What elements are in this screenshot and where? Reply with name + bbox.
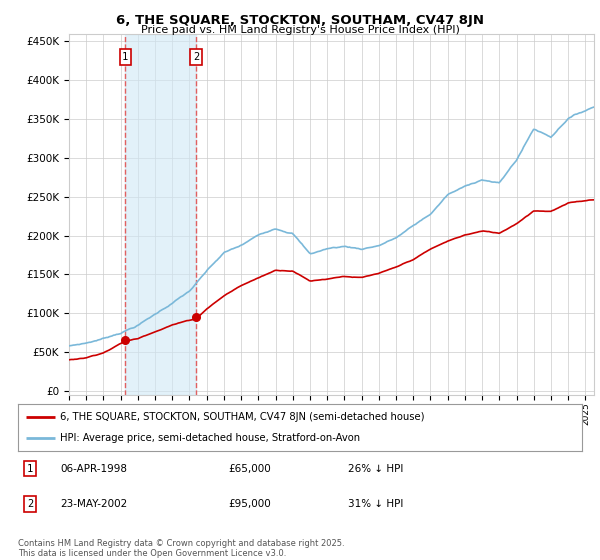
Text: 2: 2 — [27, 499, 33, 509]
Text: £65,000: £65,000 — [228, 464, 271, 474]
Text: 2: 2 — [193, 52, 199, 62]
Text: Price paid vs. HM Land Registry's House Price Index (HPI): Price paid vs. HM Land Registry's House … — [140, 25, 460, 35]
Bar — [125, 34, 196, 395]
Text: 31% ↓ HPI: 31% ↓ HPI — [348, 499, 403, 509]
Text: HPI: Average price, semi-detached house, Stratford-on-Avon: HPI: Average price, semi-detached house,… — [60, 433, 361, 444]
Text: 06-APR-1998: 06-APR-1998 — [60, 464, 127, 474]
Text: 6, THE SQUARE, STOCKTON, SOUTHAM, CV47 8JN: 6, THE SQUARE, STOCKTON, SOUTHAM, CV47 8… — [116, 14, 484, 27]
Text: 1: 1 — [27, 464, 33, 474]
Text: 23-MAY-2002: 23-MAY-2002 — [60, 499, 127, 509]
Text: 6, THE SQUARE, STOCKTON, SOUTHAM, CV47 8JN (semi-detached house): 6, THE SQUARE, STOCKTON, SOUTHAM, CV47 8… — [60, 412, 425, 422]
Text: 1: 1 — [122, 52, 128, 62]
Text: 26% ↓ HPI: 26% ↓ HPI — [348, 464, 403, 474]
Text: £95,000: £95,000 — [228, 499, 271, 509]
Text: Contains HM Land Registry data © Crown copyright and database right 2025.
This d: Contains HM Land Registry data © Crown c… — [18, 539, 344, 558]
